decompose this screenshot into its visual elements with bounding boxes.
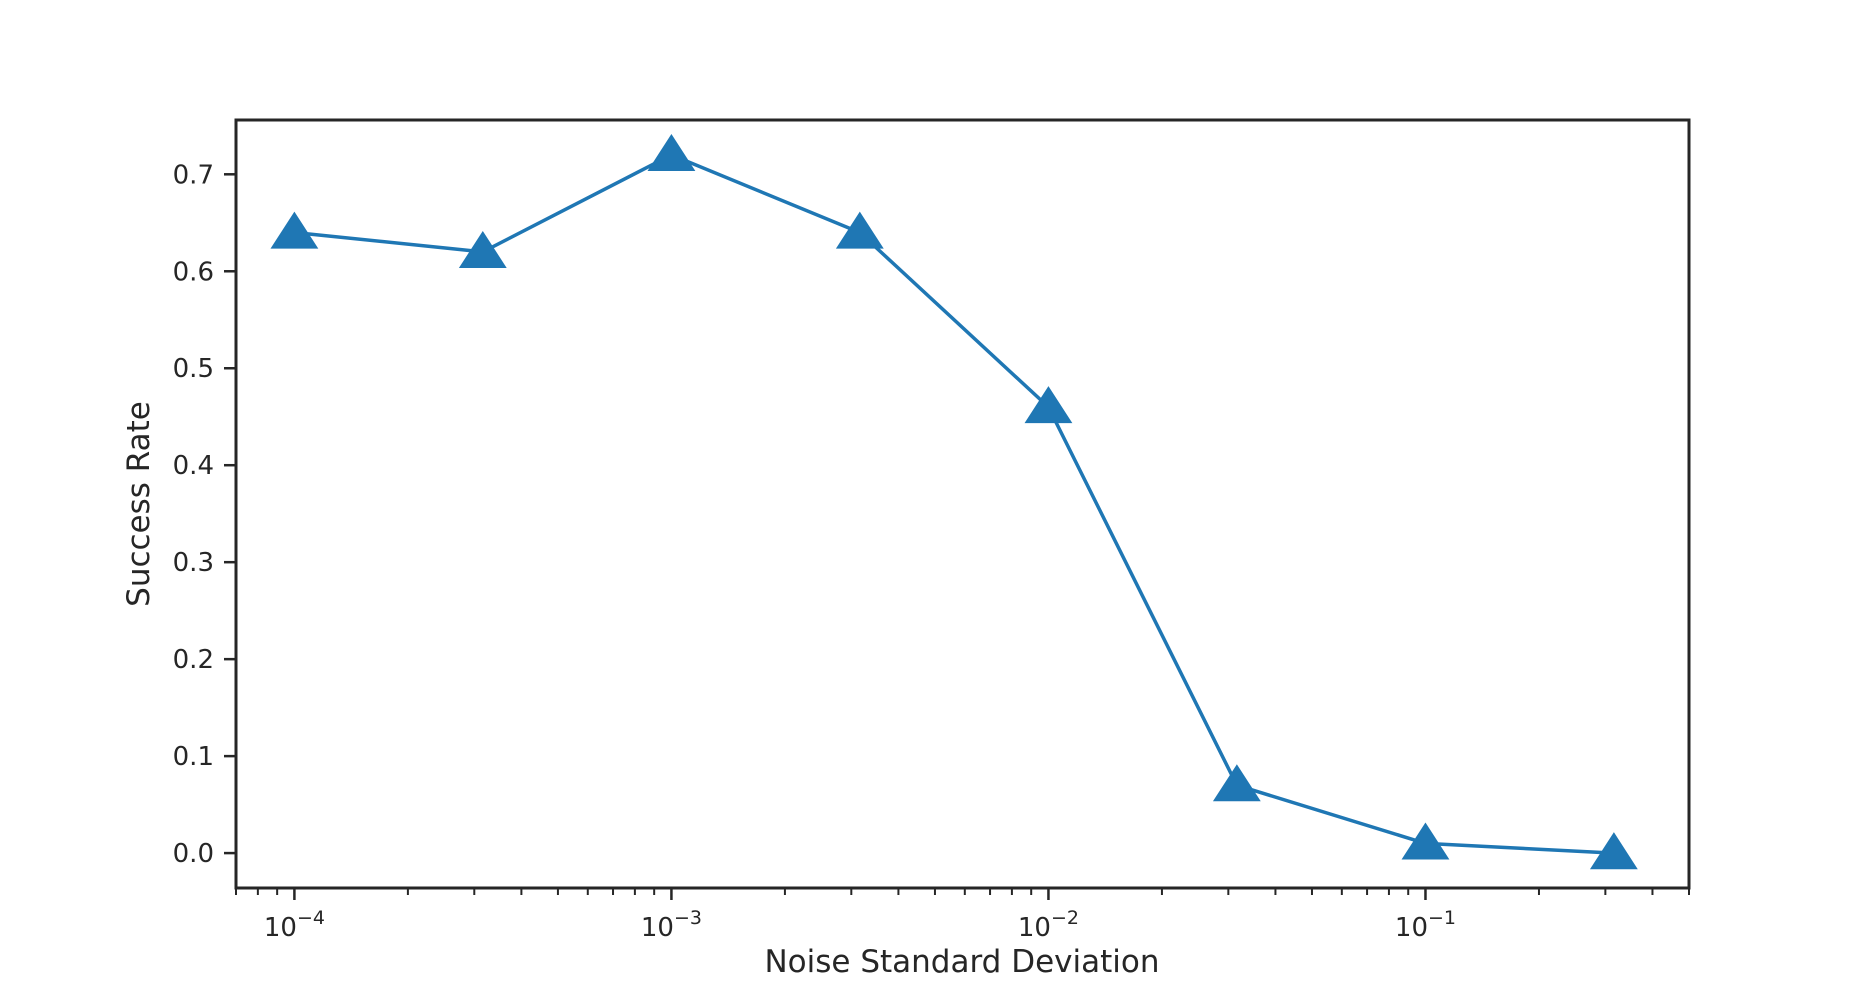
x-tick-label: 10−2 bbox=[1018, 907, 1079, 943]
y-tick-label: 0.4 bbox=[173, 451, 214, 481]
series-line bbox=[294, 153, 1614, 855]
data-point-triangle bbox=[1401, 822, 1450, 860]
y-tick-label: 0.7 bbox=[173, 160, 214, 190]
data-point-triangle bbox=[1212, 764, 1261, 802]
data-point-triangle bbox=[458, 230, 507, 268]
data-point-triangle bbox=[1024, 386, 1073, 424]
y-tick-label: 0.5 bbox=[173, 354, 214, 384]
y-tick-label: 0.0 bbox=[173, 839, 214, 869]
data-point-triangle bbox=[835, 211, 884, 249]
x-axis-label: Noise Standard Deviation bbox=[764, 944, 1159, 980]
x-tick-label: 10−4 bbox=[264, 907, 325, 943]
x-tick-label: 10−3 bbox=[641, 907, 702, 943]
y-tick-label: 0.1 bbox=[173, 742, 214, 772]
data-point-triangle bbox=[1589, 832, 1638, 870]
data-point-triangle bbox=[647, 133, 696, 172]
x-tick-label: 10−1 bbox=[1395, 907, 1456, 943]
x-tick-label-base: 10 bbox=[1018, 913, 1051, 943]
x-tick-label-exponent: −1 bbox=[1428, 907, 1456, 929]
data-point-triangle bbox=[270, 211, 319, 249]
x-tick-label-base: 10 bbox=[1395, 913, 1428, 943]
x-tick-label-exponent: −3 bbox=[674, 907, 702, 929]
x-tick-label-exponent: −2 bbox=[1051, 907, 1079, 929]
y-tick-label: 0.3 bbox=[173, 548, 214, 578]
x-tick-label-exponent: −4 bbox=[297, 907, 325, 929]
y-tick-label: 0.2 bbox=[173, 645, 214, 675]
x-tick-label-base: 10 bbox=[264, 913, 297, 943]
x-tick-label-base: 10 bbox=[641, 913, 674, 943]
y-axis-label: Success Rate bbox=[121, 401, 157, 607]
y-tick-label: 0.6 bbox=[173, 257, 214, 287]
plot-frame bbox=[234, 118, 1691, 890]
